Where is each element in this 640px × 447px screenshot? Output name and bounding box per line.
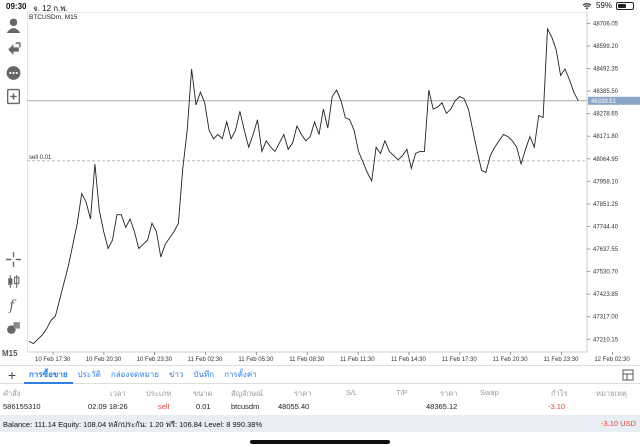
- col-symbol: สัญลักษณ์: [231, 389, 264, 398]
- cell-time: 02.09 18:26: [88, 402, 128, 411]
- y-tick-label: 47423.85: [593, 292, 619, 298]
- tab-journal[interactable]: บันทึก: [193, 370, 215, 379]
- status-time: 09:30: [6, 2, 27, 11]
- trade-arrows-icon[interactable]: [4, 40, 23, 59]
- cell-type: sell: [158, 402, 170, 411]
- status-bar: 09:30 จ. 12 ก.พ. 59%: [0, 0, 640, 13]
- cell-profit: -3.10: [548, 402, 566, 411]
- cell-cur-price: 48365.12: [426, 402, 458, 411]
- x-tick-label: 11 Feb 11:30: [340, 357, 375, 363]
- col-price: ราคา: [294, 389, 312, 398]
- price-chart[interactable]: 48706.05 48599.20 48492.35 48385.50 48278.65…: [27, 12, 640, 364]
- y-tick-label: 47530.70: [593, 270, 619, 276]
- orders-table: คำสั่ง เวลา ประเภท ขนาด สัญลักษณ์ ราคา S…: [0, 385, 640, 413]
- col-size: ขนาด: [193, 389, 213, 398]
- y-tick-label: 47958.10: [593, 179, 619, 185]
- sell-level-label: sell 0.01: [29, 155, 52, 161]
- cell-symbol: btcusdm: [231, 402, 260, 411]
- total-profit: -3.10 USD: [600, 419, 636, 428]
- symbol-label: BTCUSDm, M15: [29, 14, 78, 21]
- x-tick-label: 10 Feb 20:30: [86, 357, 122, 363]
- x-tick-label: 12 Feb 02:30: [594, 357, 630, 363]
- y-tick-label: 47317.00: [593, 315, 619, 321]
- battery-percent: 59%: [595, 1, 612, 10]
- y-tick-label: 47637.55: [593, 247, 619, 253]
- col-sl: S/L: [346, 388, 358, 397]
- y-tick-label: 48064.95: [593, 157, 619, 163]
- balance-bar: Balance: 111.14 Equity: 108.04 หลักประกั…: [0, 415, 640, 432]
- new-order-icon[interactable]: [4, 87, 23, 106]
- crosshair-icon[interactable]: [4, 250, 23, 269]
- objects-icon[interactable]: [4, 318, 23, 337]
- svg-text:f: f: [8, 298, 17, 313]
- cell-size: 0.01: [196, 402, 211, 411]
- y-tick-label: 48706.05: [593, 21, 619, 27]
- current-price-tag: [588, 96, 640, 105]
- tab-history[interactable]: ประวัติ: [77, 370, 101, 379]
- table-row[interactable]: 586155310 02.09 18:26 sell 0.01 btcusdm …: [0, 399, 640, 413]
- terminal-tabs: + การซื้อขาย ประวัติ กล่องจดหมาย ข่าว บั…: [0, 365, 640, 384]
- chat-icon[interactable]: [4, 64, 23, 83]
- tab-trade[interactable]: การซื้อขาย: [24, 365, 73, 384]
- x-tick-label: 10 Feb 17:30: [35, 357, 71, 363]
- x-tick-label: 10 Feb 23:30: [137, 357, 173, 363]
- col-tp: T/P: [396, 388, 408, 397]
- col-cur-price: ราคา: [440, 389, 458, 398]
- y-tick-label: 47744.40: [593, 224, 619, 230]
- add-icon[interactable]: +: [7, 366, 17, 383]
- layout-settings-icon[interactable]: [622, 369, 634, 381]
- status-date: จ. 12 ก.พ.: [33, 4, 68, 13]
- timeframe-label[interactable]: M15: [2, 349, 18, 358]
- col-comment: หมายเหตุ: [596, 389, 627, 398]
- x-tick-label: 11 Feb 23:30: [544, 357, 580, 363]
- tab-settings[interactable]: การตั้งค่า: [224, 370, 257, 379]
- cell-price: 48055.40: [278, 402, 310, 411]
- table-header: คำสั่ง เวลา ประเภท ขนาด สัญลักษณ์ ราคา S…: [0, 385, 640, 399]
- plot-frame: [27, 12, 588, 353]
- x-tick-label: 11 Feb 05:30: [238, 357, 274, 363]
- chart-svg: 48706.05 48599.20 48492.35 48385.50 48278.65…: [27, 12, 640, 363]
- cell-order: 586155310: [3, 402, 41, 411]
- y-tick-label: 48385.50: [593, 89, 619, 95]
- y-tick-label: 48278.65: [593, 112, 619, 118]
- tab-news[interactable]: ข่าว: [168, 370, 184, 379]
- y-tick-label: 47210.15: [593, 337, 619, 343]
- col-type: ประเภท: [146, 389, 172, 398]
- y-tick-label: 48171.80: [593, 134, 619, 140]
- col-profit: กำไร: [551, 389, 568, 398]
- home-indicator: [250, 440, 390, 444]
- tab-mailbox[interactable]: กล่องจดหมาย: [110, 370, 159, 379]
- x-tick-label: 11 Feb 17:30: [442, 357, 478, 363]
- battery-icon: [616, 1, 634, 10]
- x-tick-label: 11 Feb 02:30: [188, 357, 224, 363]
- x-tick-label: 11 Feb 20:30: [493, 357, 529, 363]
- x-tick-label: 11 Feb 08:30: [289, 357, 325, 363]
- balance-text: Balance: 111.14 Equity: 108.04 หลักประกั…: [3, 420, 263, 429]
- col-time: เวลา: [110, 389, 126, 398]
- y-tick-label: 48599.20: [593, 44, 619, 50]
- col-order: คำสั่ง: [3, 389, 21, 398]
- account-icon[interactable]: [4, 16, 23, 35]
- x-tick-label: 11 Feb 14:30: [391, 357, 427, 363]
- indicator-f-icon[interactable]: f: [4, 295, 23, 314]
- left-toolbar: f M15: [0, 12, 27, 360]
- wifi-icon: [582, 2, 592, 9]
- current-price-value: 48339.51: [591, 99, 617, 105]
- price-series-line: [28, 27, 579, 345]
- y-tick-label: 47851.25: [593, 202, 619, 208]
- col-swap: Swap: [480, 388, 499, 397]
- y-tick-label: 48492.35: [593, 67, 619, 73]
- candlestick-icon[interactable]: [4, 272, 23, 291]
